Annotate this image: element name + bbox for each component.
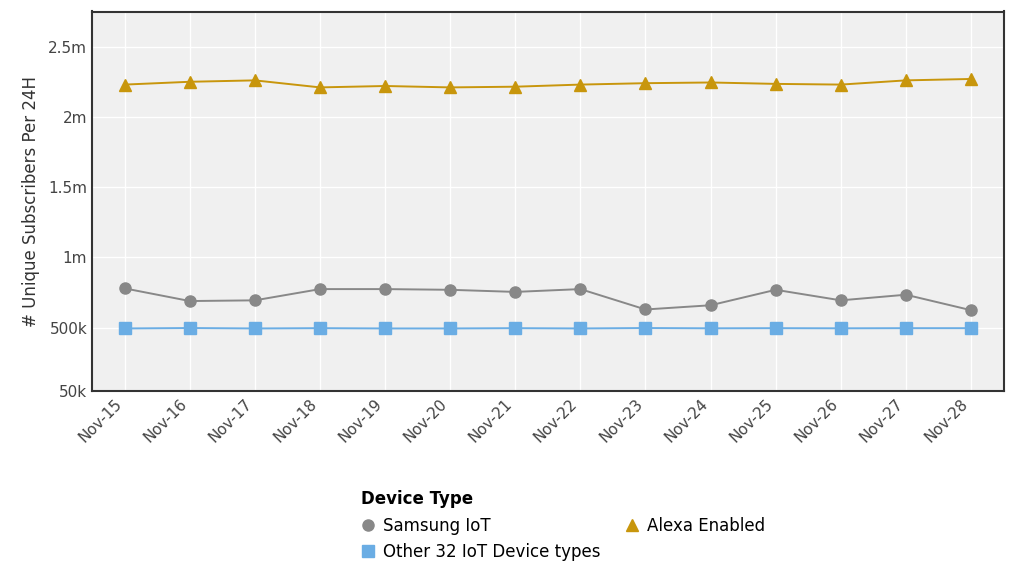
Alexa Enabled [379, 83, 391, 90]
Alexa Enabled [183, 78, 196, 85]
Alexa Enabled [965, 75, 977, 82]
Y-axis label: # Unique Subscribers Per 24H: # Unique Subscribers Per 24H [22, 76, 40, 327]
Other 32 IoT Device types [379, 325, 391, 332]
Samsung IoT [770, 286, 782, 293]
Line: Other 32 IoT Device types: Other 32 IoT Device types [119, 323, 977, 334]
Other 32 IoT Device types [444, 325, 457, 332]
Other 32 IoT Device types [835, 325, 847, 332]
Other 32 IoT Device types [183, 324, 196, 331]
Samsung IoT [965, 306, 977, 313]
Other 32 IoT Device types [509, 325, 521, 332]
Alexa Enabled [119, 81, 131, 88]
Samsung IoT [313, 286, 326, 293]
Alexa Enabled [509, 83, 521, 90]
Alexa Enabled [639, 80, 651, 87]
Samsung IoT [444, 286, 457, 293]
Other 32 IoT Device types [965, 325, 977, 332]
Samsung IoT [900, 292, 912, 298]
Other 32 IoT Device types [705, 325, 717, 332]
Other 32 IoT Device types [313, 325, 326, 332]
Legend: Samsung IoT, Other 32 IoT Device types, Alexa Enabled: Samsung IoT, Other 32 IoT Device types, … [361, 490, 765, 561]
Alexa Enabled [313, 84, 326, 91]
Alexa Enabled [705, 79, 717, 86]
Samsung IoT [509, 289, 521, 296]
Alexa Enabled [835, 81, 847, 88]
Line: Samsung IoT: Samsung IoT [119, 283, 977, 316]
Other 32 IoT Device types [639, 324, 651, 331]
Other 32 IoT Device types [249, 325, 261, 332]
Other 32 IoT Device types [119, 325, 131, 332]
Alexa Enabled [900, 77, 912, 84]
Samsung IoT [705, 302, 717, 309]
Alexa Enabled [249, 77, 261, 84]
Alexa Enabled [574, 81, 587, 88]
Alexa Enabled [444, 84, 457, 91]
Other 32 IoT Device types [770, 325, 782, 332]
Other 32 IoT Device types [574, 325, 587, 332]
Other 32 IoT Device types [900, 325, 912, 332]
Samsung IoT [574, 286, 587, 293]
Samsung IoT [249, 297, 261, 304]
Samsung IoT [183, 298, 196, 305]
Samsung IoT [379, 286, 391, 293]
Line: Alexa Enabled: Alexa Enabled [119, 72, 977, 94]
Samsung IoT [835, 297, 847, 304]
Samsung IoT [639, 306, 651, 313]
Samsung IoT [119, 285, 131, 292]
Alexa Enabled [770, 81, 782, 87]
